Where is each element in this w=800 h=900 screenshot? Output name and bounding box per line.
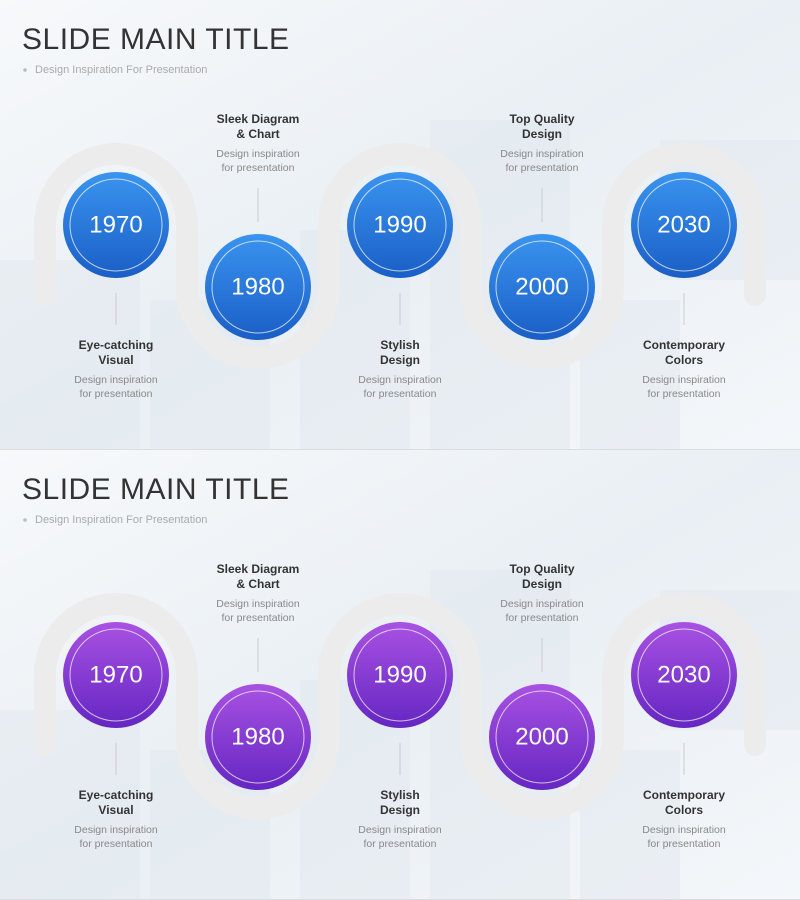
milestone-heading: Colors xyxy=(665,803,703,817)
milestone-heading: Eye-catching xyxy=(79,338,154,352)
background-building xyxy=(0,260,140,450)
milestone-description: for presentation xyxy=(364,388,437,400)
milestone-description: for presentation xyxy=(506,612,579,624)
milestone-description: Design inspiration xyxy=(216,148,300,160)
milestone-heading: Sleek Diagram xyxy=(217,112,300,126)
milestone-ring xyxy=(495,240,589,334)
milestone-description: Design inspiration xyxy=(216,598,300,610)
milestone-heading: Contemporary xyxy=(643,338,725,352)
milestone-year: 2000 xyxy=(515,723,568,750)
milestone-heading: Stylish xyxy=(380,338,419,352)
milestone-description: for presentation xyxy=(222,612,295,624)
milestone-ring xyxy=(353,628,447,722)
milestone-description: for presentation xyxy=(364,838,437,850)
milestone-description: Design inspiration xyxy=(500,148,584,160)
milestone-ring xyxy=(69,628,163,722)
milestone-heading: Design xyxy=(522,127,562,141)
milestone-ring xyxy=(353,178,447,272)
milestone-heading: Visual xyxy=(98,353,133,367)
milestone-description: Design inspiration xyxy=(358,824,442,836)
milestone-heading: Design xyxy=(380,803,420,817)
milestone-ring xyxy=(211,690,305,784)
milestone-description: Design inspiration xyxy=(358,374,442,386)
milestone-year: 1970 xyxy=(89,211,142,238)
milestone-year: 2000 xyxy=(515,273,568,300)
milestone-year: 1980 xyxy=(231,723,284,750)
milestone-ring xyxy=(211,240,305,334)
milestone-circle xyxy=(63,172,169,278)
milestone-description: Design inspiration xyxy=(74,824,158,836)
milestone-circle xyxy=(489,234,595,340)
slide-subtitle: Design Inspiration For Presentation xyxy=(35,514,207,526)
timeline-track xyxy=(34,593,766,819)
milestone-year: 1990 xyxy=(373,211,426,238)
milestone-ring xyxy=(637,178,731,272)
slide-subtitle: Design Inspiration For Presentation xyxy=(35,64,207,76)
milestone-year: 2030 xyxy=(657,661,710,688)
milestone-ring xyxy=(637,628,731,722)
milestone-heading: Design xyxy=(380,353,420,367)
milestone-heading: Eye-catching xyxy=(79,788,154,802)
milestone-circle xyxy=(63,622,169,728)
milestone-description: for presentation xyxy=(80,388,153,400)
milestone-heading: & Chart xyxy=(236,127,279,141)
milestone-heading: Sleek Diagram xyxy=(217,562,300,576)
milestone-description: for presentation xyxy=(648,838,721,850)
bullet xyxy=(23,518,27,522)
bullet xyxy=(23,68,27,72)
slide: SLIDE MAIN TITLE Design Inspiration For P… xyxy=(0,0,800,450)
milestone-description: for presentation xyxy=(506,162,579,174)
milestone-heading: Top Quality xyxy=(509,112,574,126)
milestone-circle xyxy=(489,684,595,790)
slide: SLIDE MAIN TITLE Design Inspiration For P… xyxy=(0,450,800,900)
slide-title: SLIDE MAIN TITLE xyxy=(22,23,290,56)
milestone-heading: Stylish xyxy=(380,788,419,802)
milestone-circle xyxy=(205,684,311,790)
milestone-circle xyxy=(205,234,311,340)
milestone-description: Design inspiration xyxy=(642,374,726,386)
milestone-heading: Top Quality xyxy=(509,562,574,576)
milestone-ring xyxy=(495,690,589,784)
milestone-description: Design inspiration xyxy=(74,374,158,386)
milestone-circle xyxy=(347,622,453,728)
milestone-heading: Design xyxy=(522,577,562,591)
milestone-circle xyxy=(631,622,737,728)
slide-title: SLIDE MAIN TITLE xyxy=(22,473,290,506)
milestone-description: Design inspiration xyxy=(642,824,726,836)
divider xyxy=(0,449,800,450)
milestone-description: Design inspiration xyxy=(500,598,584,610)
background-building xyxy=(0,710,140,900)
milestone-description: for presentation xyxy=(222,162,295,174)
milestone-circle xyxy=(631,172,737,278)
milestone-description: for presentation xyxy=(648,388,721,400)
milestone-heading: Colors xyxy=(665,353,703,367)
milestone-year: 1980 xyxy=(231,273,284,300)
milestone-heading: Visual xyxy=(98,803,133,817)
milestone-year: 1990 xyxy=(373,661,426,688)
milestone-circle xyxy=(347,172,453,278)
timeline-track xyxy=(34,143,766,369)
milestone-ring xyxy=(69,178,163,272)
milestone-year: 2030 xyxy=(657,211,710,238)
milestone-heading: & Chart xyxy=(236,577,279,591)
milestone-year: 1970 xyxy=(89,661,142,688)
milestone-heading: Contemporary xyxy=(643,788,725,802)
milestone-description: for presentation xyxy=(80,838,153,850)
